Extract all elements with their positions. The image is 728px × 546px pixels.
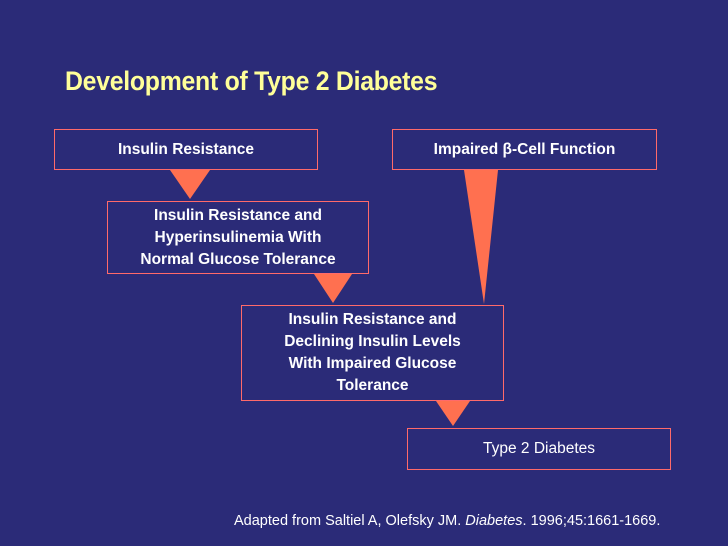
citation-suffix: . 1996;45:1661-1669. xyxy=(522,513,661,529)
hyperinsulinemia-label: Insulin Resistance and Hyperinsulinemia … xyxy=(140,206,336,268)
impaired-beta-cell-label: Impaired β-Cell Function xyxy=(433,140,616,158)
insulin-resistance-box: Insulin Resistance xyxy=(54,129,318,170)
arrow-hyper-to-decl xyxy=(314,274,352,303)
arrow-beta-to-decl xyxy=(464,170,498,304)
arrow-ir-to-hyper xyxy=(170,170,210,199)
citation: Adapted from Saltiel A, Olefsky JM. Diab… xyxy=(234,513,660,529)
arrow-decl-to-t2d xyxy=(436,401,470,426)
hyperinsulinemia-box: Insulin Resistance and Hyperinsulinemia … xyxy=(107,201,369,274)
declining-insulin-label: Insulin Resistance and Declining Insulin… xyxy=(284,311,461,394)
slide-title: Development of Type 2 Diabetes xyxy=(65,66,438,96)
type2-diabetes-label: Type 2 Diabetes xyxy=(482,440,595,457)
insulin-resistance-label: Insulin Resistance xyxy=(117,140,255,158)
citation-journal: Diabetes xyxy=(465,513,523,529)
impaired-beta-cell-box: Impaired β-Cell Function xyxy=(392,129,657,170)
type2-diabetes-box: Type 2 Diabetes xyxy=(407,428,671,470)
declining-insulin-box: Insulin Resistance and Declining Insulin… xyxy=(241,305,504,401)
citation-prefix: Adapted from Saltiel A, Olefsky JM. xyxy=(234,513,466,529)
